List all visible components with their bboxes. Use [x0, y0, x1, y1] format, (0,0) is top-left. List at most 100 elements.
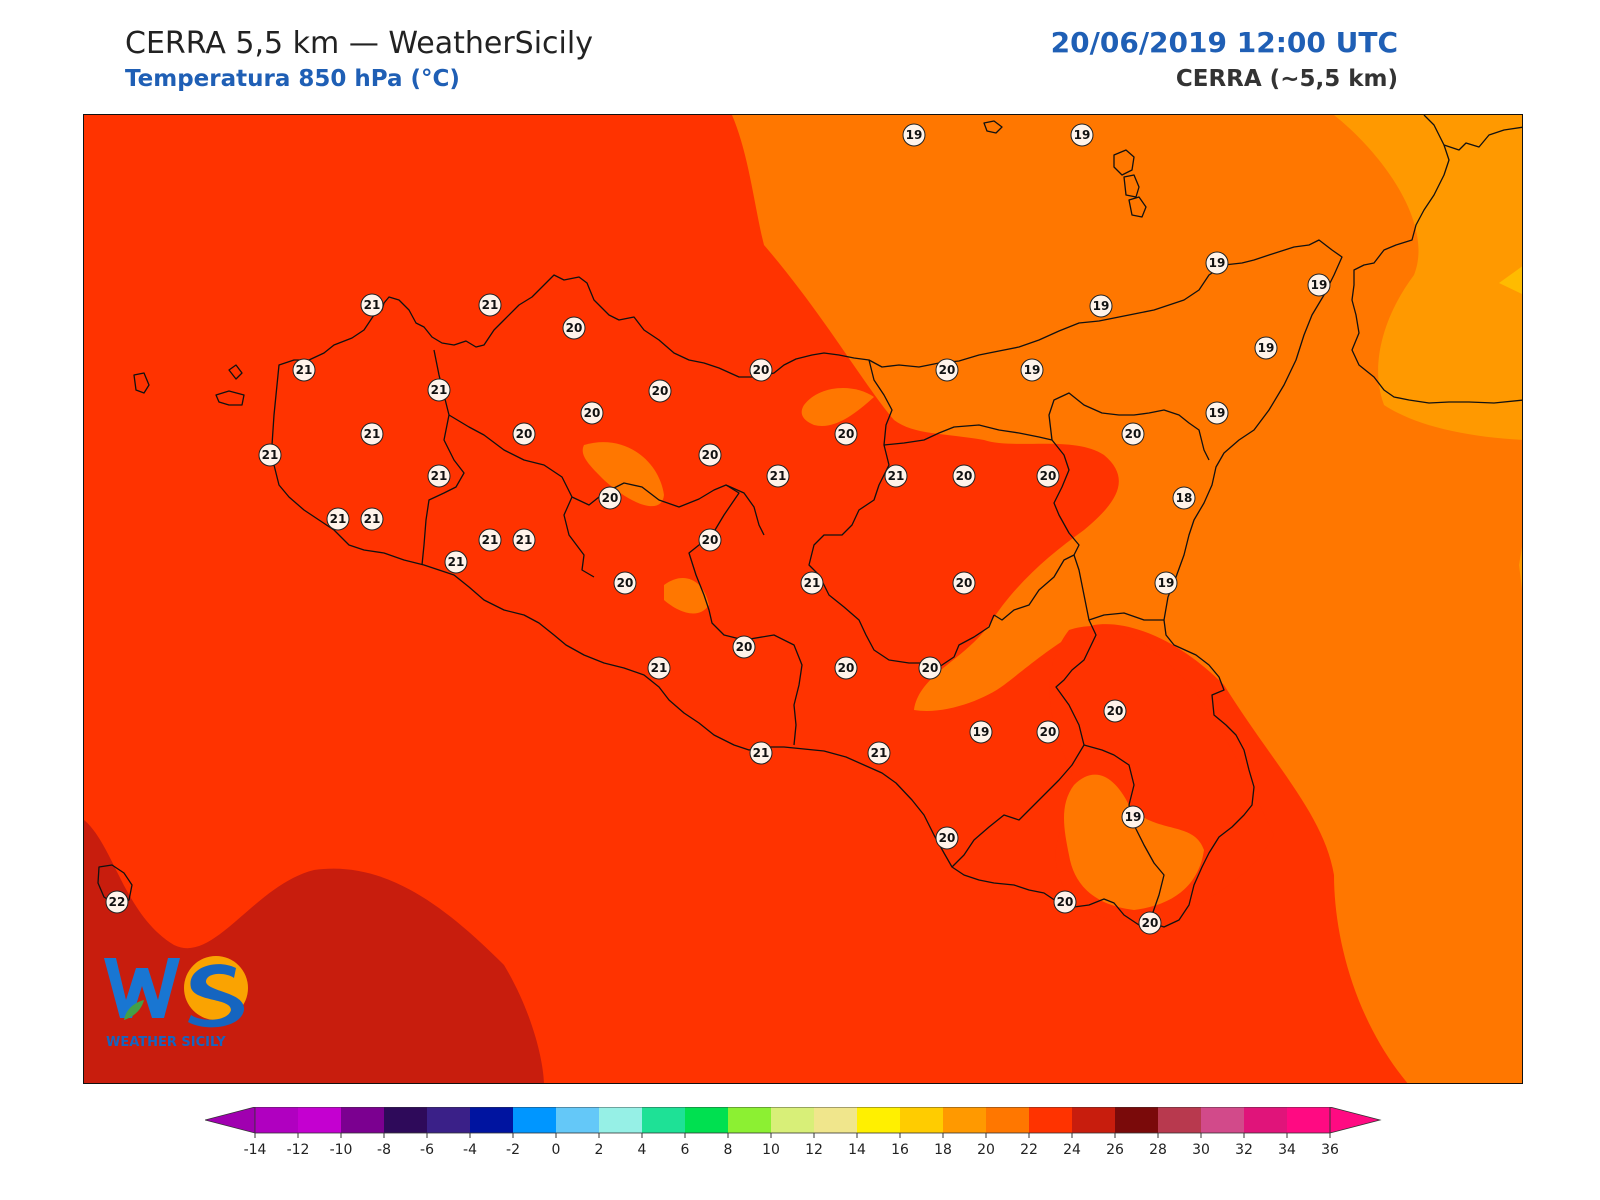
- field-20-22-patch-b: [664, 577, 709, 614]
- station-marker: 20: [834, 422, 858, 446]
- colorbar-segment: [384, 1107, 427, 1133]
- model-label: CERRA (~5,5 km): [1175, 66, 1398, 92]
- station-marker: 20: [952, 571, 976, 595]
- colorbar-segments: [205, 1107, 1382, 1134]
- colorbar-tick-label: -8: [377, 1142, 391, 1158]
- colorbar-segment: [1244, 1107, 1287, 1133]
- station-marker: 20: [935, 358, 959, 382]
- station-value: 20: [566, 321, 583, 335]
- station-marker: 20: [562, 316, 586, 340]
- station-value: 20: [956, 469, 973, 483]
- station-marker: 19: [1205, 401, 1229, 425]
- station-value: 20: [584, 406, 601, 420]
- station-value: 21: [651, 661, 668, 675]
- colorbar-segment: [556, 1107, 599, 1133]
- station-marker: 21: [258, 443, 282, 467]
- colorbar-segment: [298, 1107, 341, 1133]
- colorbar-tick-label: 34: [1278, 1142, 1296, 1158]
- colorbar-tick-label: 16: [891, 1142, 909, 1158]
- station-marker: 21: [766, 464, 790, 488]
- station-value: 19: [1024, 363, 1041, 377]
- colorbar-frame: [254, 1107, 1331, 1134]
- station-value: 20: [939, 363, 956, 377]
- station-value: 21: [804, 576, 821, 590]
- colorbar: -14 -12 -10 -8 -6 -4 -2 0 2 4 6 8 10 12 14 16 18 20 22 24 26…: [205, 1107, 1382, 1158]
- station-value: 20: [702, 533, 719, 547]
- station-value: 19: [1093, 299, 1110, 313]
- station-marker: 20: [935, 826, 959, 850]
- station-marker: 20: [834, 656, 858, 680]
- colorbar-tick-label: -2: [506, 1142, 520, 1158]
- province-boundary: [563, 496, 595, 578]
- station-value: 20: [1107, 704, 1124, 718]
- colorbar-segment: [728, 1107, 771, 1133]
- station-value: 19: [906, 128, 923, 142]
- colorbar-segment: [771, 1107, 814, 1133]
- station-value: 19: [973, 725, 990, 739]
- colorbar-segment: [1287, 1107, 1330, 1133]
- field-20-22-patch-a: [582, 442, 664, 507]
- station-value: 20: [736, 640, 753, 654]
- island-marettimo: [133, 372, 150, 394]
- station-marker: 19: [902, 123, 926, 147]
- station-value: 21: [431, 469, 448, 483]
- colorbar-tick-label: 18: [934, 1142, 952, 1158]
- station-value: 19: [1158, 576, 1175, 590]
- island-pantelleria: [97, 864, 133, 906]
- colorbar-tick-label: -10: [330, 1142, 353, 1158]
- station-marker: 21: [326, 507, 350, 531]
- colorbar-tick-label: -6: [420, 1142, 434, 1158]
- province-boundary: [1048, 392, 1210, 461]
- colorbar-tick-label: 30: [1192, 1142, 1210, 1158]
- colorbar-segment: [1158, 1107, 1201, 1133]
- station-marker: 19: [1205, 251, 1229, 275]
- island-vulcano: [1128, 196, 1147, 218]
- station-marker: 21: [444, 550, 468, 574]
- colorbar-segment: [255, 1107, 298, 1133]
- station-value: 21: [482, 298, 499, 312]
- field-20-22-patch-c: [801, 387, 874, 426]
- colorbar-tick-label: 0: [552, 1142, 561, 1158]
- colorbar-segment: [341, 1107, 384, 1133]
- station-marker: 20: [1138, 911, 1162, 935]
- station-marker: 18: [1172, 486, 1196, 510]
- colorbar-tick-label: 20: [977, 1142, 995, 1158]
- colorbar-segment: [986, 1107, 1029, 1133]
- province-boundary: [808, 359, 995, 668]
- station-value: 21: [364, 512, 381, 526]
- colorbar-tick-label: -4: [463, 1142, 477, 1158]
- station-value: 20: [516, 427, 533, 441]
- station-value: 20: [617, 576, 634, 590]
- station-value: 21: [262, 448, 279, 462]
- station-marker: 19: [1154, 571, 1178, 595]
- map-canvas: 19 19 21 21 20 21 21 20 20 20 19 19 19 19 19 21 21 20 20 20…: [84, 115, 1522, 1083]
- station-marker: 21: [884, 464, 908, 488]
- colorbar-tick-label: -14: [244, 1142, 267, 1158]
- field-18-20: [1334, 115, 1522, 440]
- colorbar-segment: [814, 1107, 857, 1133]
- station-marker: 21: [292, 358, 316, 382]
- station-value: 19: [1209, 256, 1226, 270]
- station-value: 19: [1074, 128, 1091, 142]
- colorbar-segment: [599, 1107, 642, 1133]
- colorbar-tick-label: 26: [1106, 1142, 1124, 1158]
- colorbar-under-arrow: [205, 1107, 256, 1134]
- station-marker: 19: [1020, 358, 1044, 382]
- field-16-18: [1499, 266, 1522, 295]
- station-value: 20: [838, 427, 855, 441]
- station-marker: 21: [478, 528, 502, 552]
- colorbar-segment: [1029, 1107, 1072, 1133]
- station-marker: 21: [360, 293, 384, 317]
- colorbar-tick-label: 2: [595, 1142, 604, 1158]
- colorbar-segment: [685, 1107, 728, 1133]
- colorbar-tick-label: 8: [724, 1142, 733, 1158]
- temperature-map[interactable]: 19 19 21 21 20 21 21 20 20 20 19 19 19 19 19 21 21 20 20 20…: [83, 114, 1523, 1084]
- colorbar-tick-label: -12: [287, 1142, 310, 1158]
- station-marker: 19: [1070, 123, 1094, 147]
- province-boundary: [883, 424, 1080, 621]
- station-value: 20: [922, 661, 939, 675]
- station-value: 20: [1040, 469, 1057, 483]
- station-marker: 21: [360, 507, 384, 531]
- station-value: 21: [482, 533, 499, 547]
- island-favignana: [215, 390, 245, 406]
